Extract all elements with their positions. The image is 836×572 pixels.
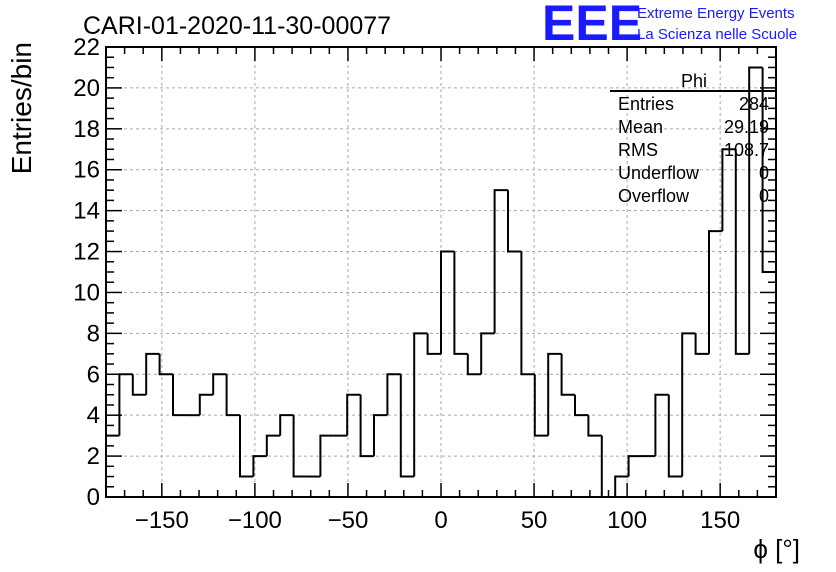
- stats-value: 284: [739, 94, 769, 114]
- stats-value: 0: [759, 163, 769, 183]
- y-tick-label: 22: [73, 34, 100, 61]
- histogram-bin: [667, 394, 683, 478]
- logo-line-1: Extreme Energy Events: [637, 5, 795, 22]
- y-tick-label: 12: [73, 239, 100, 266]
- histogram-bin: [587, 415, 602, 437]
- histogram-bin: [574, 394, 589, 417]
- x-tick-label: 100: [607, 507, 647, 534]
- histogram-bin: [480, 332, 495, 375]
- histogram-bin: [198, 393, 214, 416]
- y-tick-label: 4: [87, 402, 100, 429]
- stats-label: RMS: [618, 140, 658, 160]
- histogram-bin: [654, 393, 669, 457]
- histogram-bin: [493, 189, 508, 334]
- y-tick-labels: 0 2 4 6 8 10 12 14 16 18 20 22: [73, 34, 100, 511]
- histogram-bin: [734, 149, 750, 355]
- stats-value: 0: [759, 186, 769, 206]
- x-tick-label: 150: [700, 507, 740, 534]
- x-tick-label: 0: [434, 507, 447, 534]
- histogram-bin: [426, 333, 441, 355]
- y-tick-label: 10: [73, 279, 100, 306]
- histogram-bin: [533, 374, 549, 437]
- eee-logo: EEE Extreme Energy Events La Scienza nel…: [542, 0, 797, 51]
- histogram-bin: [252, 455, 267, 477]
- histogram-bin: [748, 66, 763, 354]
- histogram-bin: [721, 148, 736, 232]
- histogram-bin: [131, 374, 147, 396]
- x-tick-labels: −150 −100 −50 0 50 100 150: [135, 507, 740, 534]
- logo-line-2: La Scienza nelle Scuole: [637, 26, 797, 43]
- x-tick-label: 50: [521, 507, 548, 534]
- histogram-bin: [225, 374, 240, 417]
- stats-title: Phi: [681, 71, 707, 91]
- histogram-bin: [212, 373, 227, 395]
- axis-ticks: [106, 46, 776, 498]
- x-tick-label: −100: [228, 507, 282, 534]
- histogram-bin: [413, 332, 428, 477]
- x-tick-label: −50: [328, 507, 369, 534]
- histogram-bin: [292, 415, 307, 478]
- histogram-bin: [507, 190, 522, 253]
- y-axis-label: Entries/bin: [6, 42, 37, 174]
- run-title: CARI-01-2020-11-30-00077: [83, 12, 391, 40]
- histogram-bin: [520, 251, 535, 376]
- histogram-bin: [600, 435, 616, 498]
- histogram-bin: [172, 374, 187, 417]
- stats-label: Underflow: [618, 163, 700, 183]
- histogram-bin: [399, 374, 415, 478]
- x-axis-label: ϕ [°]: [753, 534, 800, 564]
- histogram-bin: [560, 353, 575, 396]
- histogram-bin: [158, 353, 173, 376]
- y-tick-label: 16: [73, 157, 100, 184]
- histogram-bin: [359, 394, 374, 458]
- histogram-bin: [627, 455, 642, 477]
- stats-rows: Entries 284 Mean 29.19 RMS 108.7 Underflow 0 Ove…: [618, 94, 769, 206]
- y-tick-label: 20: [73, 75, 100, 102]
- eee-logo-text: EEE: [542, 0, 642, 51]
- histogram-bin: [466, 353, 482, 376]
- statistics-box: Phi Entries 284 Mean 29.19 RMS 108.7 Underflow…: [610, 71, 777, 206]
- histogram-bin: [373, 414, 388, 457]
- y-tick-label: 14: [73, 198, 100, 225]
- histogram-bin: [319, 434, 334, 477]
- histogram-bin: [386, 373, 401, 416]
- histogram-bin: [279, 414, 294, 436]
- stats-label: Mean: [618, 117, 663, 137]
- histogram-bin: [453, 251, 468, 355]
- histogram-bin: [145, 352, 160, 395]
- grid-lines: [106, 47, 776, 497]
- histogram-bin: [614, 475, 629, 497]
- y-tick-label: 18: [73, 116, 100, 143]
- histogram-bin: [708, 230, 723, 354]
- y-tick-label: 8: [87, 320, 100, 347]
- y-tick-label: 2: [87, 443, 100, 470]
- histogram-bin: [547, 352, 562, 436]
- stats-label: Entries: [618, 94, 674, 114]
- stats-label: Overflow: [618, 186, 690, 206]
- histogram-bin: [440, 250, 455, 354]
- histogram-bin: [265, 434, 281, 457]
- histogram-bin: [239, 415, 254, 478]
- histogram-bin: [118, 373, 133, 436]
- y-tick-label: 6: [87, 361, 100, 388]
- histogram-bin: [346, 393, 361, 436]
- x-tick-label: −150: [135, 507, 189, 534]
- histogram-bin: [681, 332, 696, 477]
- stats-value: 108.7: [724, 140, 769, 160]
- y-tick-label: 0: [87, 484, 100, 511]
- stats-value: 29.19: [724, 117, 769, 137]
- histogram-bin: [694, 333, 709, 355]
